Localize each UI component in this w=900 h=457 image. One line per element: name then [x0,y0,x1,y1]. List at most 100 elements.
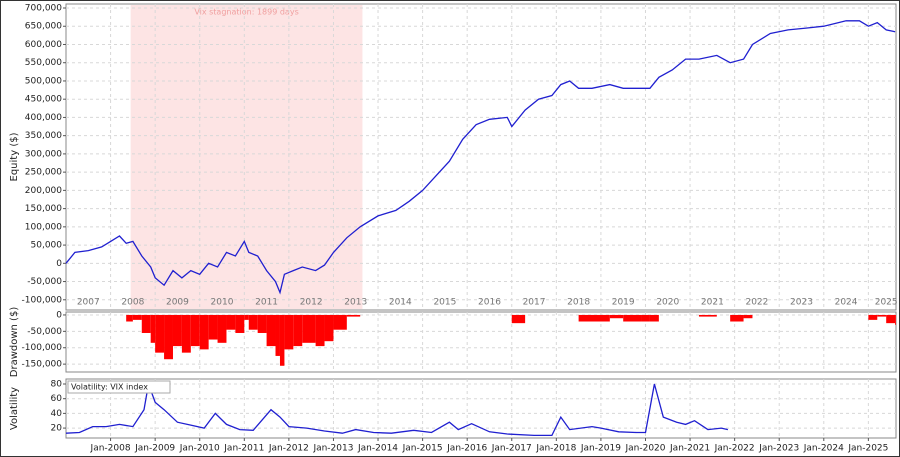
x-tick-label: Jan-2009 [134,444,175,454]
y-tick-label: -150,000 [22,360,63,370]
x-tick-label: Jan-2015 [402,444,443,454]
y-tick-label: -100,000 [22,343,63,353]
bar [199,314,209,350]
y-axis-title: Volatility [9,387,20,430]
y-tick-label: 350,000 [25,131,62,141]
bar [226,314,236,330]
legend-box [67,380,171,394]
bar [895,314,896,325]
y-tick-label: -50,000 [27,327,62,337]
x-tick-label: Jan-2018 [535,444,576,454]
bar [208,314,218,340]
bar [141,314,151,333]
x-tick-label: 2021 [701,298,724,308]
bar [578,314,592,322]
y-tick-label: 20 [51,424,63,434]
y-axis-title: Drawdown ($) [9,307,20,378]
highlight-span [130,5,363,309]
x-tick-label: 2023 [790,298,813,308]
x-tick-label: Jan-2010 [179,444,220,454]
x-tick-label: Jan-2008 [90,444,131,454]
x-tick-label: 2018 [567,298,590,308]
y-tick-label: 200,000 [25,186,62,196]
bar [257,314,267,333]
x-tick-label: 2024 [835,298,858,308]
x-tick-label: 2009 [166,298,189,308]
bar [877,314,887,317]
x-tick-label: 2012 [300,298,323,308]
y-tick-label: 400,000 [25,113,62,123]
x-tick-label: Jan-2020 [624,444,665,454]
bar [150,314,156,343]
x-tick-label: 2013 [344,298,367,308]
line [65,381,729,437]
x-tick-label: 2016 [478,298,501,308]
bar [730,314,744,322]
bar [641,314,650,322]
y-tick-label: 40 [51,409,63,419]
highlight-label: Vix stagnation: 1899 days [194,8,298,17]
x-tick-label: Jan-2011 [223,444,264,454]
y-tick-label: 650,000 [25,22,62,32]
y-tick-label: 50,000 [31,241,63,251]
bar [248,314,258,330]
bar [743,314,753,319]
y-tick-label: 500,000 [25,76,62,86]
bar [623,314,642,322]
bar [266,314,276,347]
bar [235,314,245,333]
y-tick-label: 250,000 [25,168,62,178]
x-tick-label: 2020 [656,298,679,308]
x-tick-label: 2008 [121,298,144,308]
bar [315,314,325,347]
bar [698,314,717,317]
y-tick-label: -50,000 [27,277,62,287]
x-tick-label: Jan-2022 [714,444,755,454]
bar [126,314,133,322]
x-tick-label: 2022 [745,298,768,308]
bar [279,314,285,366]
bar [333,314,347,330]
y-tick-label: 450,000 [25,95,62,105]
bar [324,314,334,342]
x-tick-label: Jan-2021 [669,444,710,454]
x-tick-label: Jan-2012 [268,444,309,454]
bar [244,314,249,320]
bar [275,314,280,356]
x-tick-label: Jan-2013 [312,444,353,454]
y-axis-title: Equity ($) [9,132,20,181]
bar [346,314,361,317]
bar [284,314,294,350]
bar [155,314,165,353]
y-tick-label: 0 [56,310,62,320]
x-tick-label: Jan-2014 [357,444,398,454]
x-tick-label: 2019 [612,298,635,308]
bar [886,314,896,324]
line [65,20,896,295]
x-tick-label: 2007 [77,298,100,308]
bar [511,314,526,324]
bar [649,314,659,322]
x-tick-label: Jan-2019 [580,444,621,454]
bar [172,314,182,347]
y-tick-label: 60 [51,394,63,404]
y-tick-label: 300,000 [25,149,62,159]
y-tick-label: 150,000 [25,204,62,214]
x-tick-label: Jan-2017 [491,444,532,454]
bar [591,314,610,322]
y-tick-label: 0 [56,259,62,269]
bar [217,314,227,343]
bar [181,314,191,353]
x-tick-label: 2014 [389,298,412,308]
bar [132,314,142,320]
x-tick-label: 2017 [523,298,546,308]
x-tick-label: Jan-2023 [758,444,799,454]
bar [190,314,200,347]
y-tick-label: -100,000 [22,295,63,305]
y-tick-label: 80 [51,379,63,389]
x-tick-label: 2010 [211,298,234,308]
y-tick-label: 550,000 [25,58,62,68]
x-tick-label: 2015 [433,298,456,308]
x-tick-label: Jan-2025 [847,444,888,454]
